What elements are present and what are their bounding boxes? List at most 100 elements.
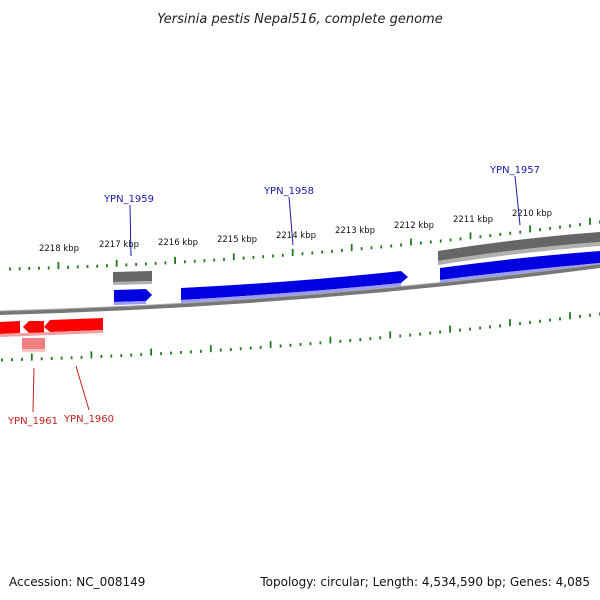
minor-tick	[549, 226, 551, 230]
minor-tick	[380, 245, 383, 249]
minor-tick	[409, 333, 412, 337]
minor-tick	[301, 252, 304, 256]
minor-tick	[219, 348, 222, 352]
minor-tick	[360, 247, 363, 251]
minor-tick	[499, 324, 501, 328]
major-tick	[209, 345, 212, 353]
minor-tick	[281, 253, 284, 257]
page-title: Yersinia pestis Nepal516, complete genom…	[157, 12, 442, 27]
minor-tick	[359, 338, 362, 342]
minor-tick	[21, 357, 23, 361]
tick-label: 2210 kbp	[512, 209, 552, 219]
minor-tick	[459, 237, 462, 241]
cds-block-shadow	[113, 281, 152, 285]
leader-line	[32, 367, 35, 413]
minor-tick	[47, 266, 50, 270]
minor-tick	[309, 342, 312, 346]
minor-tick	[539, 228, 541, 232]
minor-tick	[509, 231, 512, 235]
genome-backbone-highlight	[0, 263, 600, 312]
major-tick	[389, 331, 392, 339]
gene-arrow-shadow	[0, 330, 103, 337]
minor-tick	[180, 351, 182, 354]
tick-label: 2217 kbp	[99, 240, 139, 250]
minor-tick	[400, 243, 402, 247]
minor-tick	[519, 322, 521, 326]
outer-tick-track	[9, 217, 600, 271]
major-tick	[150, 348, 152, 356]
gene-label-ypn-1961[interactable]: YPN_1961	[7, 416, 58, 427]
tick-label: 2216 kbp	[158, 238, 198, 248]
minor-tick	[249, 346, 252, 350]
gene-arrow-ypn-1959[interactable]	[114, 289, 152, 302]
minor-tick	[341, 249, 343, 252]
leader-line	[75, 365, 90, 411]
genome-summary: Topology: circular; Length: 4,534,590 bp…	[259, 575, 590, 589]
major-tick	[269, 341, 272, 349]
minor-tick	[76, 265, 79, 269]
minor-tick	[549, 318, 551, 322]
major-tick	[291, 249, 294, 256]
minor-tick	[439, 330, 441, 334]
minor-tick	[569, 224, 571, 228]
gene-label-ypn-1957[interactable]: YPN_1957	[489, 165, 540, 176]
cds-track	[113, 232, 600, 285]
tick-label: 2212 kbp	[394, 221, 434, 231]
minor-tick	[529, 321, 531, 324]
cds-block[interactable]	[438, 232, 600, 261]
minor-tick	[130, 353, 133, 357]
minor-tick	[170, 351, 172, 355]
reverse-cds-block[interactable]	[22, 338, 45, 349]
gene-arrow-ypn-1961[interactable]	[23, 321, 44, 333]
minor-tick	[38, 266, 40, 270]
minor-tick	[349, 339, 352, 342]
minor-tick	[11, 358, 13, 362]
minor-tick	[289, 343, 292, 347]
cds-block[interactable]	[113, 271, 152, 282]
genome-backbone	[0, 264, 600, 315]
tick-label: 2214 kbp	[276, 231, 316, 241]
minor-tick	[229, 348, 232, 351]
major-tick	[350, 244, 353, 252]
minor-tick	[489, 234, 492, 238]
minor-tick	[140, 353, 143, 357]
minor-tick	[429, 240, 432, 244]
major-tick	[509, 319, 511, 327]
minor-tick	[399, 334, 402, 338]
minor-tick	[40, 357, 43, 361]
gene-arrow-ypn-1958[interactable]	[181, 271, 408, 300]
minor-tick	[459, 328, 461, 332]
leader-line	[129, 204, 132, 257]
minor-tick	[539, 319, 541, 323]
gene-arrow-ypn-1960[interactable]	[44, 318, 103, 332]
tick-label: 2213 kbp	[335, 226, 375, 236]
major-tick	[410, 238, 412, 246]
tick-label: 2215 kbp	[217, 235, 257, 245]
minor-tick	[262, 255, 265, 259]
major-tick	[90, 351, 93, 359]
reverse-genes	[0, 318, 103, 352]
gene-label-ypn-1959[interactable]: YPN_1959	[103, 194, 154, 205]
gene-arrow-shadow	[181, 283, 401, 303]
major-tick	[469, 232, 472, 240]
minor-tick	[200, 349, 202, 353]
gene-label-ypn-1960[interactable]: YPN_1960	[63, 414, 114, 425]
gene-label-ypn-1958[interactable]: YPN_1958	[263, 186, 314, 197]
minor-tick	[379, 336, 382, 340]
minor-tick	[164, 261, 167, 265]
minor-tick	[223, 257, 225, 261]
minor-tick	[429, 331, 432, 335]
minor-tick	[70, 356, 73, 360]
gene-arrow-reverse[interactable]	[0, 321, 20, 334]
minor-tick	[311, 251, 314, 255]
forward-genes	[114, 251, 600, 305]
minor-tick	[370, 246, 373, 250]
major-tick	[449, 325, 451, 333]
gene-arrow-ypn-1957[interactable]	[440, 251, 600, 280]
minor-tick	[272, 254, 274, 258]
minor-tick	[239, 347, 242, 351]
minor-tick	[252, 255, 255, 259]
major-tick	[569, 312, 571, 320]
major-tick	[174, 256, 176, 264]
